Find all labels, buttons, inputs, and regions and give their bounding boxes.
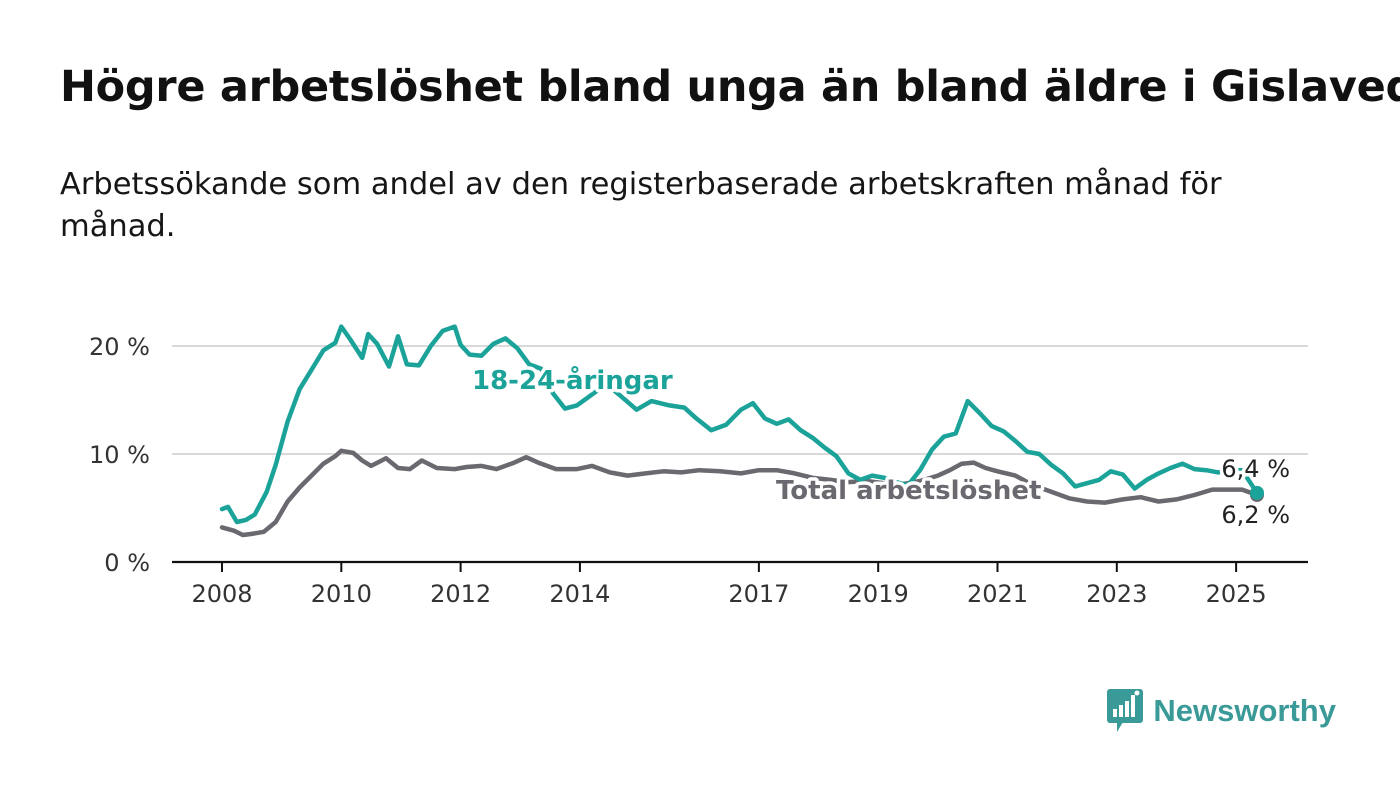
x-tick-label: 2019 bbox=[848, 580, 909, 608]
y-tick-label: 20 % bbox=[89, 333, 150, 361]
gridlines bbox=[172, 345, 1308, 455]
bar-chart-speech-bubble-icon bbox=[1107, 689, 1144, 732]
chart-title: Högre arbetslöshet bland unga än bland ä… bbox=[60, 62, 1400, 112]
x-tick-label: 2023 bbox=[1086, 580, 1147, 608]
series-end-point bbox=[1250, 485, 1264, 500]
end-value-total: 6,2 % bbox=[1221, 501, 1290, 529]
x-tick-label: 2012 bbox=[430, 580, 491, 608]
series-lines bbox=[219, 324, 1264, 538]
x-axis-ticks: 2008 2010 2012 2014 2017 2019 2021 2023 2025 bbox=[191, 562, 1267, 608]
y-tick-label: 0 % bbox=[104, 549, 150, 577]
x-tick-label: 2014 bbox=[549, 580, 610, 608]
series-name-total: Total arbetslöshet bbox=[776, 476, 1041, 506]
brand-name: Newsworthy bbox=[1153, 693, 1336, 728]
x-tick-label: 2010 bbox=[311, 580, 372, 608]
series-line-total bbox=[219, 448, 1260, 538]
series-name-youth: 18-24-åringar bbox=[472, 364, 673, 396]
x-tick-label: 2021 bbox=[967, 580, 1028, 608]
x-tick-label: 2025 bbox=[1206, 580, 1267, 608]
x-tick-label: 2017 bbox=[728, 580, 789, 608]
series-labels: 18-24-åringar Total arbetslöshet 6,4 % 6,2 … bbox=[469, 361, 1294, 533]
y-tick-label: 10 % bbox=[89, 441, 150, 469]
y-axis-ticks: 0 % 10 % 20 % bbox=[89, 333, 150, 577]
chart-subtitle: Arbetssökande som andel av den registerb… bbox=[60, 167, 1222, 244]
end-value-youth: 6,4 % bbox=[1221, 455, 1290, 483]
series-line-youth bbox=[219, 324, 1260, 525]
x-tick-label: 2008 bbox=[191, 580, 252, 608]
newsworthy-logo: Newsworthy bbox=[1107, 689, 1336, 732]
